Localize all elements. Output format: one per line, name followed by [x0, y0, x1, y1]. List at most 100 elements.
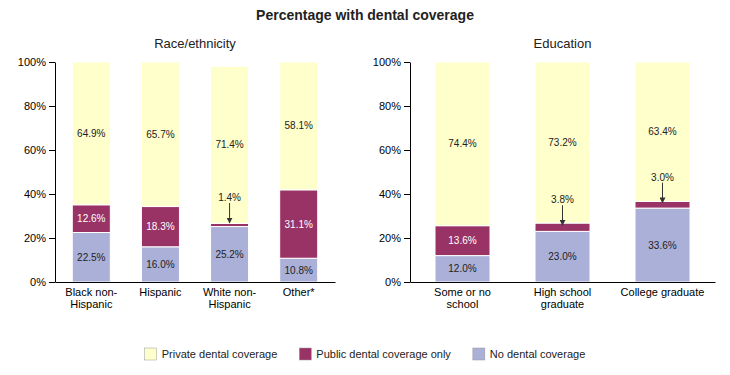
- x-axis-line: [56, 282, 336, 283]
- y-tick: 40%: [24, 188, 55, 200]
- x-axis: Black non-HispanicHispanicWhite non-Hisp…: [56, 283, 336, 311]
- x-tick: Black non-Hispanic: [65, 286, 117, 311]
- bar-segment: [72, 62, 110, 205]
- legend-item: No dental coverage: [473, 348, 585, 360]
- y-tick-label: 0%: [30, 276, 46, 288]
- data-label: 23.0%: [548, 251, 576, 262]
- x-tick: White non-Hispanic: [203, 286, 257, 311]
- data-label: 25.2%: [215, 249, 243, 260]
- bar-segment: [635, 208, 690, 282]
- data-labels: 22.5%12.6%64.9%16.0%18.3%65.7%25.2%1.4%7…: [77, 120, 313, 275]
- y-tick-label: 0%: [385, 276, 401, 288]
- panel: 0%20%40%60%80%100%Some or noschoolHigh s…: [373, 36, 716, 310]
- y-tick: 40%: [379, 188, 410, 200]
- x-tick-label: White non-Hispanic: [203, 286, 257, 311]
- x-tick-label-line: Some or no: [434, 286, 491, 298]
- legend-swatch: [145, 348, 157, 360]
- y-axis: 0%20%40%60%80%100%: [18, 56, 56, 288]
- callout-line: [229, 203, 230, 223]
- legend-label: Private dental coverage: [162, 348, 278, 360]
- x-tick-label-line: graduate: [541, 298, 584, 310]
- legend-item: Private dental coverage: [145, 348, 278, 360]
- x-tick-label: College graduate: [621, 286, 705, 298]
- x-axis: Some or noschool High schoolgraduate Colle…: [411, 283, 716, 311]
- y-tick: 20%: [379, 232, 410, 244]
- bar-segment: [435, 226, 490, 256]
- x-tick-label-line: Hispanic: [70, 298, 113, 310]
- y-axis-line: [55, 63, 56, 283]
- data-label: 12.6%: [77, 213, 105, 224]
- y-tick-mark: [49, 106, 55, 107]
- y-tick: 100%: [373, 56, 410, 68]
- y-tick-mark: [404, 282, 410, 283]
- figure-title: Percentage with dental coverage: [256, 7, 474, 23]
- x-tick-label-line: school: [447, 298, 479, 310]
- data-label: 22.5%: [77, 252, 105, 263]
- data-label: 3.0%: [651, 172, 674, 183]
- bar-segment: [535, 62, 590, 223]
- data-label: 3.8%: [551, 194, 574, 205]
- data-label: 31.1%: [285, 219, 313, 230]
- x-tick-label: Some or noschool: [434, 286, 491, 311]
- y-tick-mark: [404, 150, 410, 151]
- bar-segment: [535, 231, 590, 282]
- x-tick-label: Black non-Hispanic: [65, 286, 117, 311]
- y-tick-mark: [404, 106, 410, 107]
- y-tick-mark: [49, 238, 55, 239]
- x-tick-label-line: High school: [534, 286, 591, 298]
- data-label: 65.7%: [146, 129, 174, 140]
- bar-segment: [280, 62, 318, 190]
- bar-segment: [211, 66, 249, 223]
- x-tick: High schoolgraduate: [534, 286, 591, 311]
- panel-title: Race/ethnicity: [154, 36, 236, 51]
- bar-segment: [635, 62, 690, 201]
- y-tick-label: 20%: [24, 232, 46, 244]
- bar-segment: [72, 233, 110, 283]
- y-tick-mark: [49, 282, 55, 283]
- legend: Private dental coverage Public dental cov…: [145, 348, 586, 360]
- data-label: 13.6%: [448, 235, 476, 246]
- chart-svg: Percentage with dental coverage 0% 20% 40% 6…: [0, 0, 730, 375]
- data-label: 12.0%: [448, 263, 476, 274]
- panel-title: Education: [534, 36, 592, 51]
- y-tick-mark: [49, 150, 55, 151]
- y-tick: 20%: [24, 232, 55, 244]
- x-tick-label-line: Hispanic: [208, 298, 251, 310]
- bars: [72, 62, 317, 282]
- x-tick-label-line: College graduate: [621, 286, 705, 298]
- data-label: 64.9%: [77, 128, 105, 139]
- data-label: 1.4%: [218, 192, 241, 203]
- legend-label: No dental coverage: [490, 348, 585, 360]
- panel: 0%20%40%60%80%100%Black non-HispanicHisp…: [18, 36, 336, 310]
- legend-swatch: [299, 348, 311, 360]
- x-tick-label: High schoolgraduate: [534, 286, 591, 311]
- bar-segment: [141, 62, 179, 207]
- y-tick-label: 40%: [379, 188, 401, 200]
- x-tick-label-line: White non-: [203, 286, 257, 298]
- bar-segment: [141, 247, 179, 282]
- y-tick: 0%: [30, 276, 55, 288]
- x-tick: College graduate: [621, 286, 705, 298]
- data-label: 63.4%: [648, 126, 676, 137]
- y-tick-mark: [404, 194, 410, 195]
- bar-segment: [141, 207, 179, 247]
- y-tick: 60%: [379, 144, 410, 156]
- y-tick-mark: [404, 238, 410, 239]
- y-tick-label: 100%: [373, 56, 401, 68]
- data-labels: 12.0%13.6%74.4%23.0%3.8%73.2%33.6%3.0%63…: [448, 126, 676, 274]
- y-tick-label: 60%: [379, 144, 401, 156]
- data-label: 18.3%: [146, 221, 174, 232]
- y-tick: 100%: [18, 56, 55, 68]
- y-tick-label: 100%: [18, 56, 46, 68]
- bar-segment: [280, 190, 318, 258]
- bars: [435, 62, 690, 282]
- y-axis: 0%20%40%60%80%100%: [373, 56, 411, 288]
- legend-label: Public dental coverage only: [316, 348, 451, 360]
- x-tick: Other*: [283, 286, 316, 298]
- x-tick-label-line: Other*: [283, 286, 316, 298]
- legend-swatch: [473, 348, 485, 360]
- bar-segment: [435, 256, 490, 282]
- x-tick-label: Other*: [283, 286, 316, 298]
- bar-segment: [211, 227, 249, 282]
- data-label: 71.4%: [215, 139, 243, 150]
